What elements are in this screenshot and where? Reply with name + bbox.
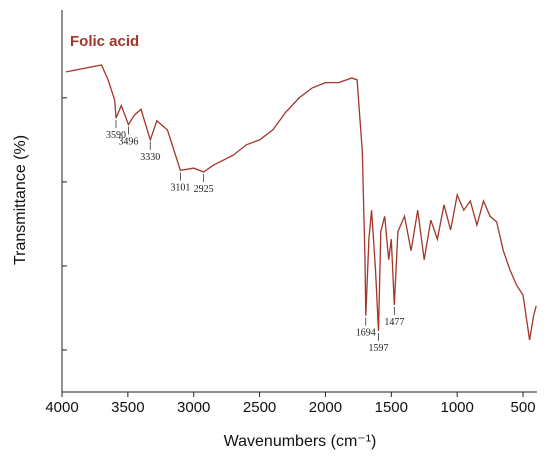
x-tick-label: 500	[511, 399, 536, 416]
x-tick-label: 1000	[440, 399, 473, 416]
annotation: 3590	[106, 130, 126, 141]
annotation: 1597	[369, 343, 389, 354]
annotation: 3330	[140, 152, 160, 163]
legend-label: Folic acid	[70, 33, 139, 50]
spectrum-line	[65, 64, 537, 341]
x-tick-label: 3500	[111, 399, 144, 416]
annotation: 3496	[118, 137, 138, 148]
annotation: 2925	[194, 184, 214, 195]
x-tick-label: 4000	[45, 399, 78, 416]
annotation: 1694	[356, 328, 376, 339]
x-axis-label: Wavenumbers (cm⁻¹)	[224, 433, 377, 450]
x-tick-label: 2500	[243, 399, 276, 416]
x-tick-label: 1500	[375, 399, 408, 416]
annotation: 3101	[170, 182, 190, 193]
x-tick-label: 3000	[177, 399, 210, 416]
x-tick-label: 2000	[309, 399, 342, 416]
y-axis-label: Transmittance (%)	[12, 135, 29, 265]
annotation: 1477	[384, 317, 404, 328]
